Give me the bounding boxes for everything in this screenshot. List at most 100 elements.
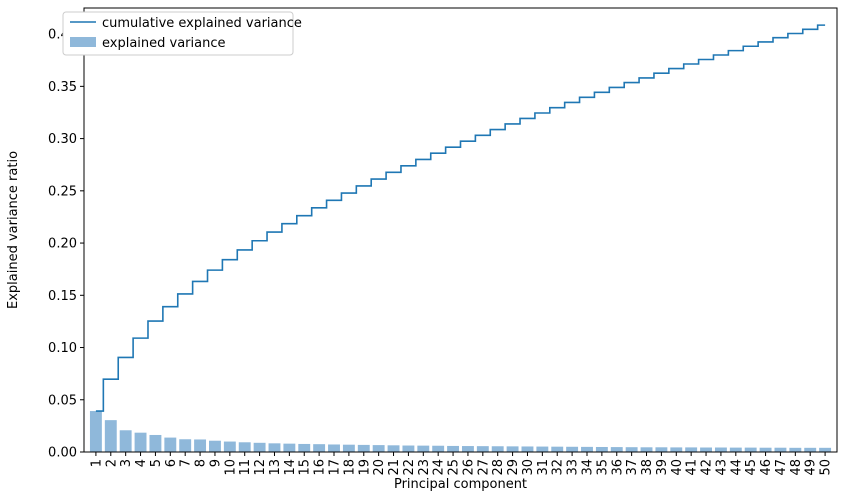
bar-35 <box>595 446 608 452</box>
x-tick-label: 28 <box>491 459 506 476</box>
x-tick-label: 21 <box>387 459 402 476</box>
bar-33 <box>566 446 579 452</box>
x-tick-label: 33 <box>566 459 581 476</box>
bar-5 <box>149 434 162 452</box>
bar-39 <box>655 447 668 452</box>
bar-42 <box>700 447 712 452</box>
bar-20 <box>372 445 385 452</box>
x-tick-label: 48 <box>789 459 804 476</box>
bar-47 <box>774 447 787 452</box>
bar-22 <box>402 445 415 452</box>
x-tick-label: 44 <box>729 459 744 476</box>
bar-25 <box>447 445 460 452</box>
y-tick-label: 0.25 <box>48 184 77 199</box>
x-tick-label: 10 <box>223 459 238 476</box>
x-tick-label: 29 <box>506 459 521 476</box>
x-tick-label: 20 <box>372 459 387 476</box>
y-tick-label: 0.10 <box>48 341 77 356</box>
x-tick-label: 16 <box>313 459 328 476</box>
x-tick-label: 31 <box>536 459 551 476</box>
x-tick-label: 47 <box>774 459 789 476</box>
x-tick-label: 41 <box>685 459 700 476</box>
x-tick-label: 4 <box>134 459 149 467</box>
bar-9 <box>209 440 221 452</box>
bar-27 <box>476 446 489 452</box>
bar-37 <box>625 447 638 452</box>
bar-13 <box>268 443 281 452</box>
x-tick-label: 19 <box>357 459 372 476</box>
bar-19 <box>357 444 370 452</box>
bar-8 <box>194 439 207 452</box>
bar-29 <box>506 446 519 452</box>
x-tick-label: 35 <box>595 459 610 476</box>
bar-24 <box>432 445 445 452</box>
bar-41 <box>685 447 698 452</box>
x-tick-label: 18 <box>342 459 357 476</box>
x-tick-label: 37 <box>625 459 640 476</box>
bar-15 <box>298 443 311 452</box>
x-tick-label: 1 <box>89 459 104 467</box>
x-tick-label: 36 <box>610 459 625 476</box>
y-tick-label: 0.00 <box>48 446 77 461</box>
bar-7 <box>179 439 192 452</box>
bar-1 <box>89 411 102 452</box>
x-tick-label: 13 <box>268 459 283 476</box>
x-tick-label: 25 <box>447 459 462 476</box>
x-tick-label: 39 <box>655 459 670 476</box>
legend-label-cumulative: cumulative explained variance <box>102 16 302 31</box>
bar-26 <box>461 446 474 452</box>
bar-17 <box>328 444 340 452</box>
y-tick-label: 0.35 <box>48 80 77 95</box>
x-axis-label: Principal component <box>394 477 527 492</box>
x-tick-label: 49 <box>804 459 819 476</box>
legend: cumulative explained variance explained … <box>62 11 302 56</box>
x-tick-label: 5 <box>149 459 164 467</box>
bar-10 <box>223 441 236 452</box>
bar-31 <box>536 446 549 452</box>
x-tick-label: 27 <box>476 459 491 476</box>
bar-2 <box>104 420 117 452</box>
y-tick-label: 0.20 <box>48 237 77 252</box>
x-tick-label: 43 <box>714 459 729 476</box>
bar-44 <box>729 447 742 452</box>
x-tick-label: 30 <box>521 459 536 476</box>
x-tick-label: 45 <box>744 459 759 476</box>
x-tick-label: 17 <box>328 459 343 476</box>
bar-46 <box>759 447 772 452</box>
legend-label-explained: explained variance <box>102 36 226 51</box>
bar-11 <box>238 442 251 452</box>
x-tick-label: 11 <box>238 459 253 476</box>
bar-36 <box>610 447 623 452</box>
bar-12 <box>253 442 266 452</box>
bar-18 <box>342 444 355 452</box>
x-tick-label: 6 <box>164 459 179 467</box>
x-tick-label: 9 <box>208 459 223 467</box>
bar-4 <box>134 432 147 452</box>
x-tick-label: 3 <box>119 459 134 467</box>
x-tick-label: 14 <box>283 459 298 476</box>
x-tick-label: 15 <box>298 459 313 476</box>
bar-23 <box>417 445 430 452</box>
x-tick-label: 22 <box>402 459 417 476</box>
x-tick-label: 50 <box>819 459 834 476</box>
x-tick-label: 8 <box>194 459 209 467</box>
x-tick-label: 32 <box>551 459 566 476</box>
x-tick-label: 46 <box>759 459 774 476</box>
bar-40 <box>670 447 683 452</box>
bar-45 <box>744 447 757 452</box>
bar-6 <box>164 437 177 452</box>
bar-49 <box>804 447 817 452</box>
y-tick-label: 0.05 <box>48 393 77 408</box>
bar-43 <box>714 447 727 452</box>
x-tick-label: 23 <box>417 459 432 476</box>
bar-50 <box>819 447 832 452</box>
x-tick-label: 34 <box>580 459 595 476</box>
bar-14 <box>283 443 296 452</box>
x-tick-label: 24 <box>432 459 447 476</box>
bar-30 <box>521 446 534 452</box>
legend-box <box>62 11 294 56</box>
cumulative-variance-line <box>95 24 826 412</box>
x-tick-label: 40 <box>670 459 685 476</box>
plot-frame <box>83 7 838 453</box>
